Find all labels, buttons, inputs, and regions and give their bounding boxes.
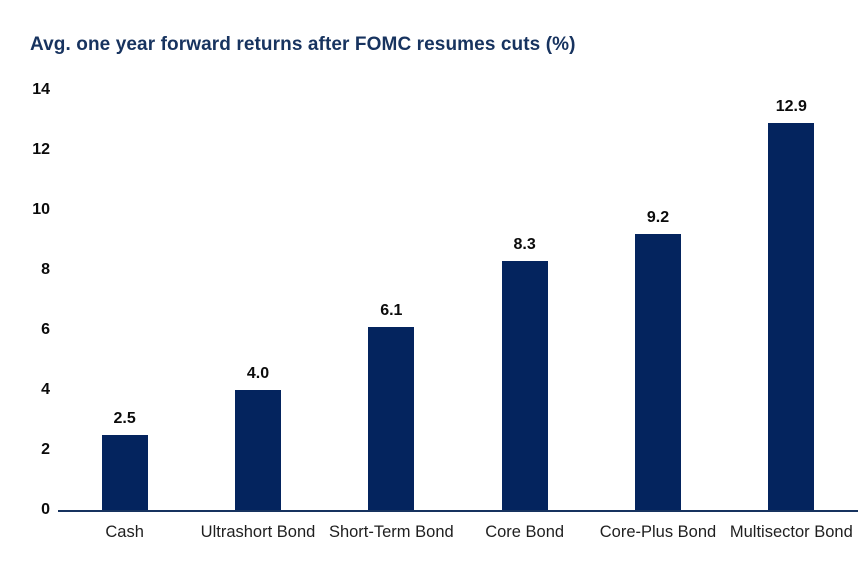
y-axis: 0 2 4 6 8 10 12 14 [0,0,50,585]
x-axis-category-label: Multisector Bond [729,523,853,541]
x-axis-category-label: Core-Plus Bond [599,523,717,541]
bar [768,123,815,510]
bar-column: 2.5 [58,90,191,510]
x-axis-labels: Cash Ultrashort Bond Short-Term Bond Core B… [58,521,858,543]
bar-value-label: 6.1 [380,302,403,319]
chart-title: Avg. one year forward returns after FOMC… [30,34,576,55]
bar-value-label: 9.2 [646,209,670,226]
bar-value-label: 2.5 [113,410,136,427]
x-axis-category-label: Ultrashort Bond [200,523,316,541]
y-tick-label: 8 [41,261,50,278]
bar [368,327,415,510]
bar-column: 12.9 [725,90,858,510]
y-tick-label: 10 [32,201,50,218]
bar-value-label: 12.9 [775,98,807,115]
y-tick-label: 0 [41,501,50,518]
bar-column: 6.1 [325,90,458,510]
y-tick-label: 6 [41,321,50,338]
bar-column: 8.3 [458,90,591,510]
plot-area: 2.5 4.0 6.1 8.3 9.2 12.9 [58,90,858,512]
x-axis-category-label: Core Bond [485,523,565,541]
bar-column: 4.0 [191,90,324,510]
x-axis-category-label: Short-Term Bond [328,523,454,541]
bar [634,234,681,510]
y-tick-label: 14 [32,81,50,98]
bar [101,435,148,510]
bar [234,390,281,510]
bar-column: 9.2 [591,90,724,510]
bar-value-label: 8.3 [513,236,536,253]
bars-container: 2.5 4.0 6.1 8.3 9.2 12.9 [58,90,858,510]
y-tick-label: 12 [32,141,50,158]
y-tick-label: 2 [41,441,50,458]
bar-value-label: 4.0 [246,365,270,382]
y-tick-label: 4 [41,381,50,398]
x-axis-category-label: Cash [105,523,144,541]
bar [501,261,548,510]
